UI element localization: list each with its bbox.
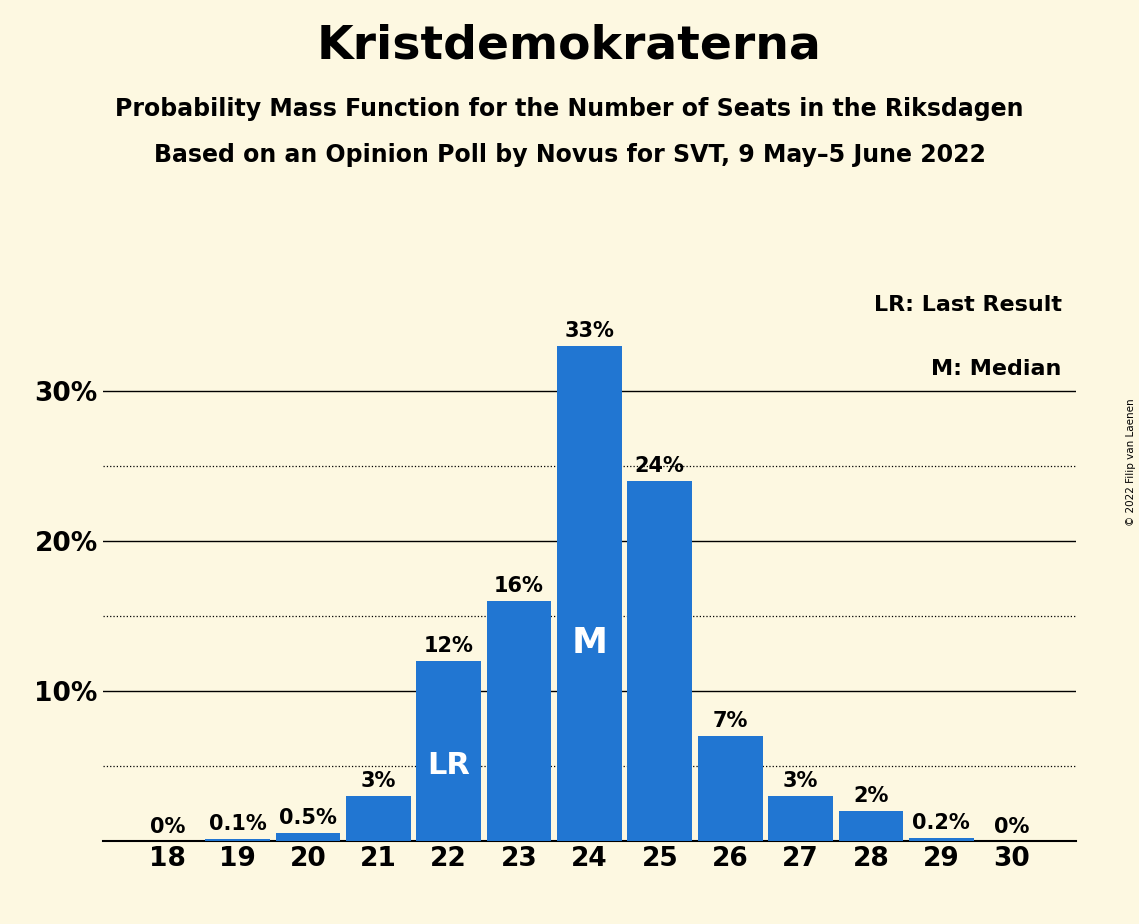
Text: 0.2%: 0.2% — [912, 812, 970, 833]
Bar — [417, 661, 481, 841]
Text: 3%: 3% — [361, 771, 396, 791]
Text: 24%: 24% — [634, 456, 685, 476]
Text: 16%: 16% — [494, 576, 544, 596]
Text: 3%: 3% — [782, 771, 818, 791]
Text: 0.5%: 0.5% — [279, 808, 337, 828]
Bar — [698, 736, 762, 841]
Text: 7%: 7% — [713, 711, 748, 731]
Bar — [909, 838, 974, 841]
Text: Based on an Opinion Poll by Novus for SVT, 9 May–5 June 2022: Based on an Opinion Poll by Novus for SV… — [154, 143, 985, 167]
Bar — [557, 346, 622, 841]
Text: LR: Last Result: LR: Last Result — [874, 295, 1062, 315]
Text: 12%: 12% — [424, 636, 474, 656]
Text: Probability Mass Function for the Number of Seats in the Riksdagen: Probability Mass Function for the Number… — [115, 97, 1024, 121]
Bar — [768, 796, 833, 841]
Bar — [838, 811, 903, 841]
Text: 0%: 0% — [149, 817, 185, 837]
Text: 2%: 2% — [853, 785, 888, 806]
Text: Kristdemokraterna: Kristdemokraterna — [317, 23, 822, 68]
Text: M: M — [572, 626, 607, 660]
Bar — [486, 602, 551, 841]
Text: 0.1%: 0.1% — [208, 814, 267, 834]
Bar — [628, 481, 693, 841]
Text: M: Median: M: Median — [932, 359, 1062, 379]
Bar — [346, 796, 411, 841]
Text: LR: LR — [427, 751, 470, 780]
Text: © 2022 Filip van Laenen: © 2022 Filip van Laenen — [1125, 398, 1136, 526]
Bar — [276, 833, 341, 841]
Text: 33%: 33% — [565, 322, 614, 341]
Text: 0%: 0% — [994, 817, 1030, 837]
Bar — [205, 839, 270, 841]
